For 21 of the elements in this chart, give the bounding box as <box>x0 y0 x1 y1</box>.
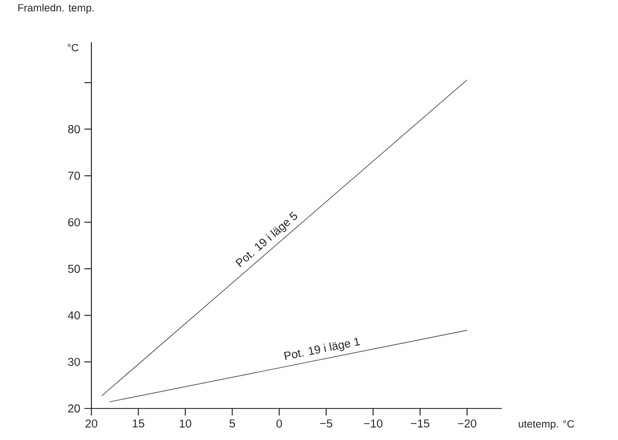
y-tick-label: 70 <box>68 171 80 180</box>
y-tick-label: 20 <box>68 404 80 412</box>
x-tick-label: −5 <box>320 419 332 428</box>
x-tick-label: 5 <box>230 419 235 428</box>
y-axis-title: °C <box>68 44 78 52</box>
x-tick-label: 10 <box>180 419 192 428</box>
y-tick-label: 40 <box>68 311 80 320</box>
x-tick-label: −15 <box>410 419 430 428</box>
y-tick-label: 30 <box>68 358 80 366</box>
text: Pot. 19 i läge 1 <box>284 337 360 360</box>
chart-title: Framledn. temp. <box>18 4 94 14</box>
x-axis-title: utetemp. °C <box>518 420 574 430</box>
x-tick-label: −10 <box>364 419 382 428</box>
x-tick-label: 0 <box>276 419 282 428</box>
x-tick-label: 15 <box>132 419 144 428</box>
x-tick-label: 20 <box>86 419 98 428</box>
x-tick-label: −20 <box>458 419 476 428</box>
text: Pot. 19 i läge 5 <box>235 211 298 267</box>
y-tick-label: 80 <box>68 124 80 134</box>
y-tick-label: 50 <box>68 264 80 273</box>
y-tick-label: 60 <box>68 218 80 226</box>
